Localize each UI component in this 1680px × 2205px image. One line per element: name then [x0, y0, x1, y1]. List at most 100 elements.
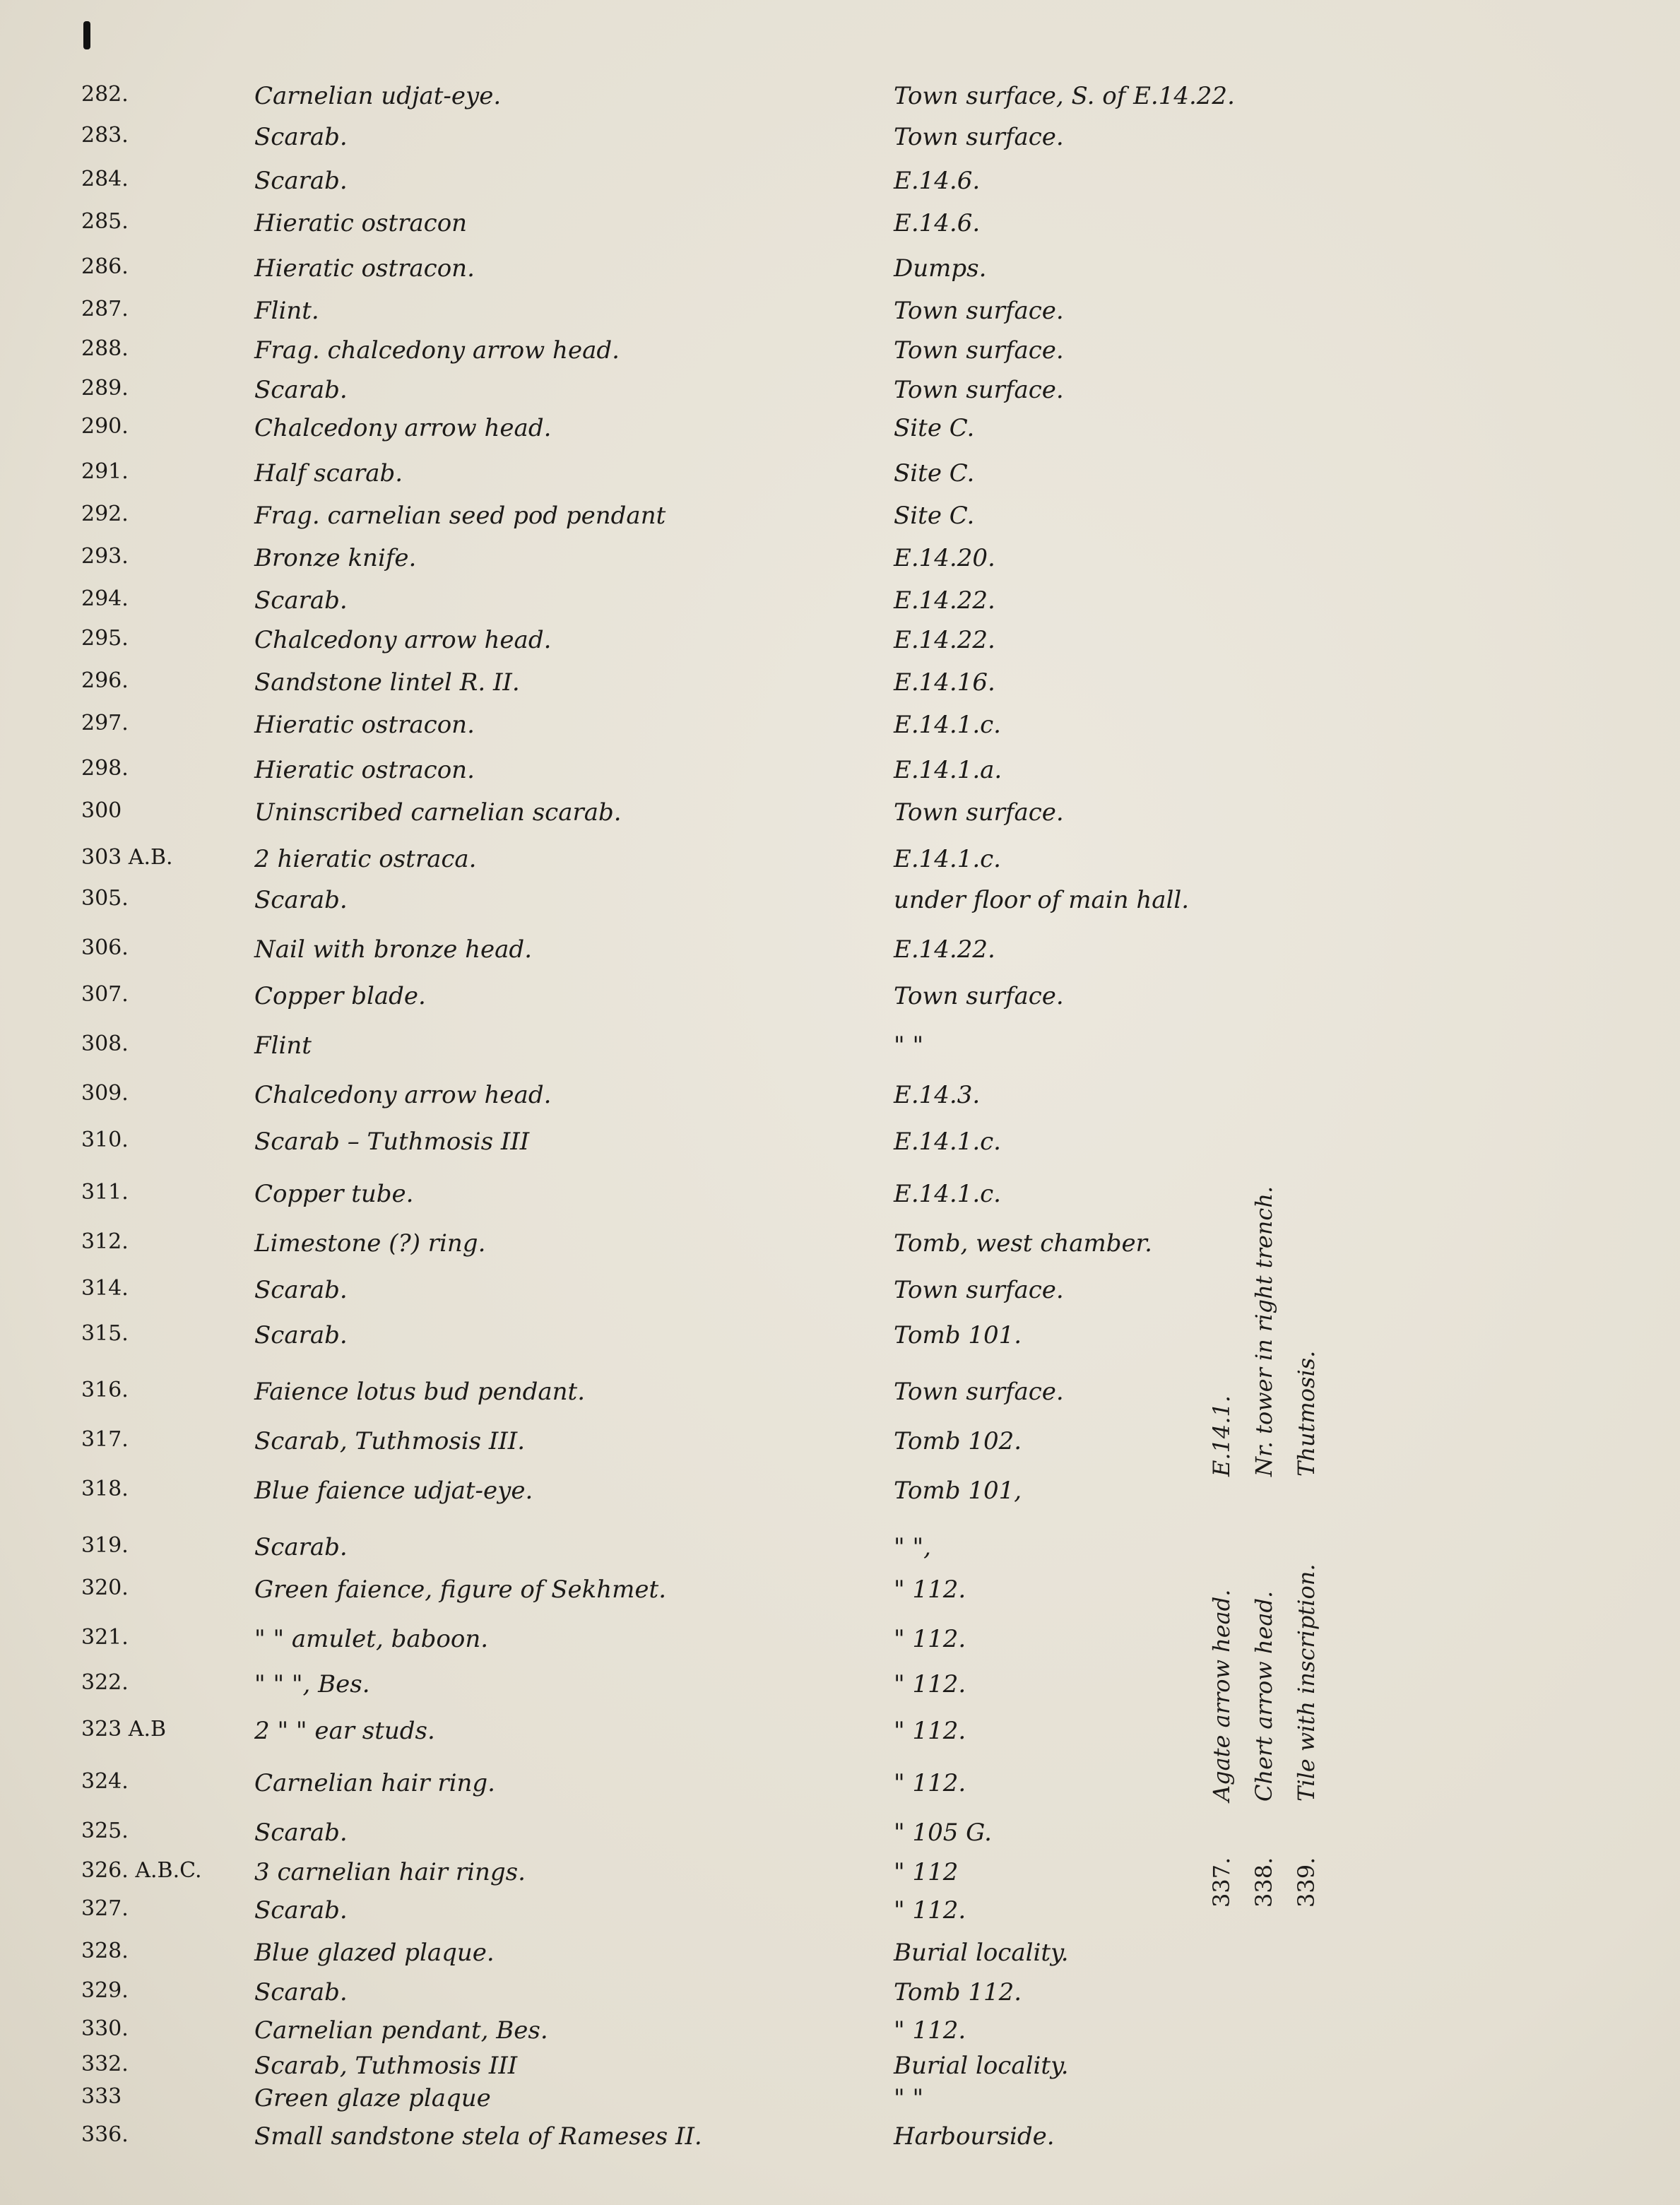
entry-loc: Site C. [894, 414, 975, 442]
entry-loc: Town surface. [894, 1276, 1064, 1304]
entry-loc: Town surface. [894, 123, 1064, 151]
entry-desc: Scarab. [254, 167, 348, 195]
register-entry: 310. Scarab – Tuthmosis III E.14.1.c. [0, 1128, 1201, 1163]
entry-num: 283. [81, 123, 129, 148]
margin-entry-desc: Chert arrow head. [1250, 1590, 1277, 1802]
entry-num: 320. [81, 1576, 129, 1600]
entry-num: 328. [81, 1939, 129, 1963]
entry-desc: 3 carnelian hair rings. [254, 1858, 526, 1886]
entry-desc: Scarab. [254, 886, 348, 914]
register-entry: 317. Scarab, Tuthmosis III. Tomb 102. [0, 1427, 1201, 1462]
entry-loc: " 112. [894, 1670, 966, 1698]
entry-num: 296. [81, 668, 129, 693]
entry-num: 286. [81, 254, 129, 279]
entry-num: 295. [81, 626, 129, 651]
entry-num: 330. [81, 2016, 129, 2041]
entry-desc: 2 " " ear studs. [254, 1717, 435, 1745]
entry-loc: Harbourside. [894, 2122, 1055, 2151]
entry-loc: E.14.1.c. [894, 845, 1001, 873]
entry-desc: Green glaze plaque [254, 2084, 491, 2112]
register-entry: 333 Green glaze plaque " " [0, 2084, 1201, 2120]
entry-desc: Scarab. [254, 586, 348, 615]
entry-loc: Tomb 112. [894, 1978, 1022, 2006]
register-entry: 287. Flint. Town surface. [0, 297, 1201, 332]
register-entry: 282. Carnelian udjat-eye. Town surface, S.… [0, 82, 1235, 117]
margin-entry-loc: Thutmosis. [1293, 1350, 1320, 1477]
register-entry: 326. A.B.C. 3 carnelian hair rings. " 112 [0, 1858, 1201, 1893]
entry-loc: " " [894, 1031, 924, 1060]
register-entry: 329. Scarab. Tomb 112. [0, 1978, 1201, 2014]
register-entry: 323 A.B 2 " " ear studs. " 112. [0, 1717, 1201, 1752]
entry-loc: " 112. [894, 1769, 966, 1797]
entry-desc: Hieratic ostracon. [254, 756, 475, 784]
entry-loc: " 112. [894, 2016, 966, 2045]
register-entry: 336. Small sandstone stela of Rameses II.… [0, 2122, 1201, 2158]
entry-loc: E.14.6. [894, 167, 981, 195]
entry-loc: " 112 [894, 1858, 959, 1886]
entry-num: 285. [81, 209, 129, 234]
entry-num: 293. [81, 544, 129, 569]
entry-num: 322. [81, 1670, 129, 1695]
entry-desc: Copper tube. [254, 1180, 414, 1208]
entry-num: 333 [81, 2084, 122, 2109]
margin-entry-num: 338. [1250, 1857, 1277, 1908]
entry-desc: Chalcedony arrow head. [254, 626, 552, 654]
entry-desc: Flint. [254, 297, 319, 325]
margin-entry-loc: E.14.1. [1208, 1395, 1235, 1477]
entry-num: 307. [81, 982, 129, 1007]
register-entry: 324. Carnelian hair ring. " 112. [0, 1769, 1201, 1804]
register-entry: 315. Scarab. Tomb 101. [0, 1321, 1201, 1356]
entry-desc: Sandstone lintel R. II. [254, 668, 520, 697]
entry-desc: 2 hieratic ostraca. [254, 845, 477, 873]
register-entry: 328. Blue glazed plaque. Burial locality. [0, 1939, 1201, 1974]
entry-loc: under floor of main hall. [894, 886, 1190, 914]
entry-desc: Green faience, figure of Sekhmet. [254, 1576, 667, 1604]
entry-desc: Blue faience udjat-eye. [254, 1477, 533, 1505]
register-entry: 285. Hieratic ostracon E.14.6. [0, 209, 1201, 244]
entry-desc: Scarab. [254, 1533, 348, 1561]
entry-desc: Scarab. [254, 1978, 348, 2006]
register-entry: 296. Sandstone lintel R. II. E.14.16. [0, 668, 1201, 704]
register-entry: 306. Nail with bronze head. E.14.22. [0, 935, 1201, 971]
entry-num: 319. [81, 1533, 129, 1558]
entry-num: 298. [81, 756, 129, 781]
register-entry: 316. Faience lotus bud pendant. Town surfa… [0, 1378, 1201, 1413]
entry-desc: Frag. chalcedony arrow head. [254, 336, 620, 365]
entry-num: 321. [81, 1625, 129, 1650]
entry-desc: " " amulet, baboon. [254, 1625, 489, 1653]
entry-num: 308. [81, 1031, 129, 1056]
entry-loc: Town surface. [894, 1378, 1064, 1406]
ink-mark [83, 21, 90, 49]
entry-num: 300 [81, 798, 122, 823]
entry-desc: Hieratic ostracon. [254, 254, 475, 283]
entry-desc: Carnelian hair ring. [254, 1769, 495, 1797]
entry-desc: Scarab – Tuthmosis III [254, 1128, 530, 1156]
register-entry: 284. Scarab. E.14.6. [0, 167, 1201, 202]
register-entry: 309. Chalcedony arrow head. E.14.3. [0, 1081, 1201, 1116]
entry-loc: E.14.22. [894, 586, 995, 615]
entry-desc: Scarab. [254, 1321, 348, 1349]
entry-loc: " 112. [894, 1625, 966, 1653]
register-entry: 283. Scarab. Town surface. [0, 123, 1201, 158]
entry-desc: Scarab. [254, 1896, 348, 1925]
register-entry: 307. Copper blade. Town surface. [0, 982, 1201, 1017]
entry-loc: Town surface. [894, 297, 1064, 325]
margin-entry-num: 337. [1208, 1857, 1235, 1908]
register-entry: 325. Scarab. " 105 G. [0, 1819, 1201, 1854]
entry-loc: Town surface. [894, 798, 1064, 827]
entry-loc: Town surface. [894, 376, 1064, 404]
entry-loc: " " [894, 2084, 924, 2112]
entry-num: 311. [81, 1180, 129, 1205]
register-entry: 305. Scarab. under floor of main hall. [0, 886, 1201, 921]
entry-loc: Town surface. [894, 982, 1064, 1010]
entry-num: 292. [81, 502, 129, 526]
entry-num: 288. [81, 336, 129, 361]
entry-desc: Carnelian pendant, Bes. [254, 2016, 548, 2045]
margin-entry-desc: Agate arrow head. [1208, 1589, 1235, 1802]
register-entry: 332. Scarab, Tuthmosis III Burial locality… [0, 2052, 1201, 2087]
entry-num: 327. [81, 1896, 129, 1921]
entry-num: 297. [81, 711, 129, 735]
margin-entry-loc: Nr. tower in right trench. [1250, 1186, 1277, 1477]
entry-loc: Tomb 101, [894, 1477, 1022, 1505]
